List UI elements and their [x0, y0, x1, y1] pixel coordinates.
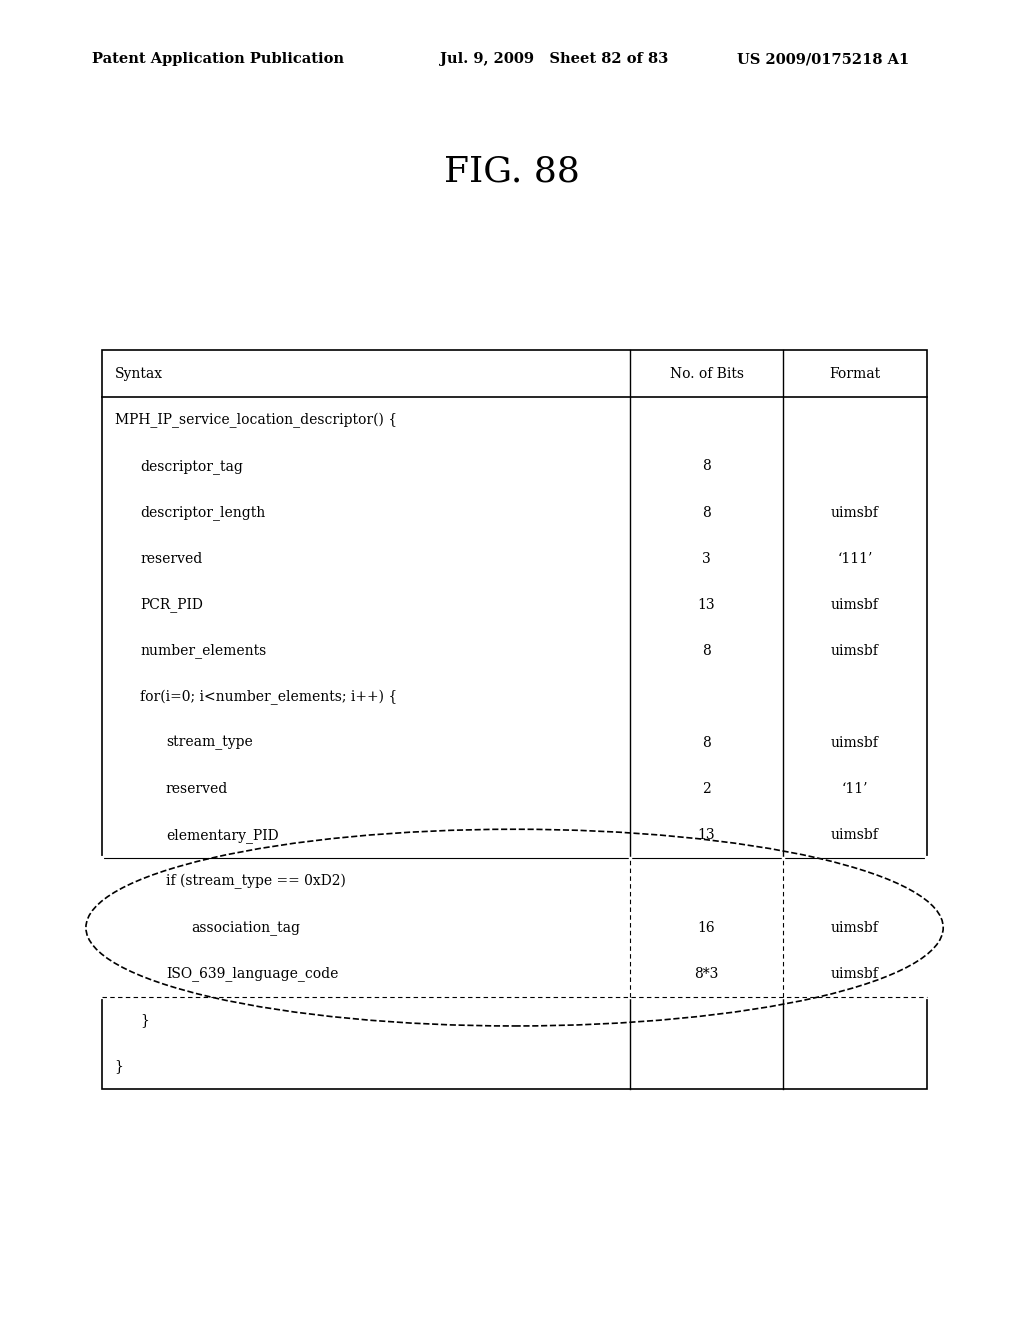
Text: descriptor_tag: descriptor_tag [140, 459, 243, 474]
Text: ‘111’: ‘111’ [838, 552, 872, 566]
Text: for(i=0; i<number_elements; i++) {: for(i=0; i<number_elements; i++) { [140, 689, 397, 705]
Text: uimsbf: uimsbf [831, 598, 879, 612]
Text: 16: 16 [697, 920, 716, 935]
Text: MPH_IP_service_location_descriptor() {: MPH_IP_service_location_descriptor() { [115, 413, 397, 428]
Text: descriptor_length: descriptor_length [140, 506, 265, 520]
Text: 8: 8 [702, 459, 711, 474]
Text: 8*3: 8*3 [694, 966, 719, 981]
Text: }: } [115, 1059, 124, 1073]
Text: Syntax: Syntax [115, 367, 163, 380]
Text: 8: 8 [702, 737, 711, 750]
Text: if (stream_type == 0xD2): if (stream_type == 0xD2) [166, 874, 346, 890]
Text: uimsbf: uimsbf [831, 506, 879, 520]
Text: reserved: reserved [140, 552, 203, 566]
Text: PCR_PID: PCR_PID [140, 598, 203, 612]
Text: 13: 13 [697, 829, 716, 842]
Text: stream_type: stream_type [166, 737, 253, 750]
Text: number_elements: number_elements [140, 643, 266, 659]
Text: Patent Application Publication: Patent Application Publication [92, 53, 344, 66]
Text: ‘11’: ‘11’ [842, 783, 868, 796]
Text: elementary_PID: elementary_PID [166, 828, 279, 843]
Text: 3: 3 [702, 552, 711, 566]
Text: association_tag: association_tag [191, 920, 300, 935]
Text: 8: 8 [702, 506, 711, 520]
Text: Jul. 9, 2009   Sheet 82 of 83: Jul. 9, 2009 Sheet 82 of 83 [440, 53, 669, 66]
Text: 13: 13 [697, 598, 716, 612]
Text: reserved: reserved [166, 783, 228, 796]
Text: US 2009/0175218 A1: US 2009/0175218 A1 [737, 53, 909, 66]
Text: uimsbf: uimsbf [831, 644, 879, 657]
Text: 8: 8 [702, 644, 711, 657]
Text: uimsbf: uimsbf [831, 966, 879, 981]
Bar [102, 350, 927, 1089]
Text: uimsbf: uimsbf [831, 829, 879, 842]
Text: FIG. 88: FIG. 88 [444, 154, 580, 189]
Text: ISO_639_language_code: ISO_639_language_code [166, 966, 338, 981]
Text: 2: 2 [702, 783, 711, 796]
Text: Format: Format [829, 367, 881, 380]
Text: No. of Bits: No. of Bits [670, 367, 743, 380]
Text: uimsbf: uimsbf [831, 737, 879, 750]
Text: uimsbf: uimsbf [831, 920, 879, 935]
Text: }: } [140, 1012, 150, 1027]
